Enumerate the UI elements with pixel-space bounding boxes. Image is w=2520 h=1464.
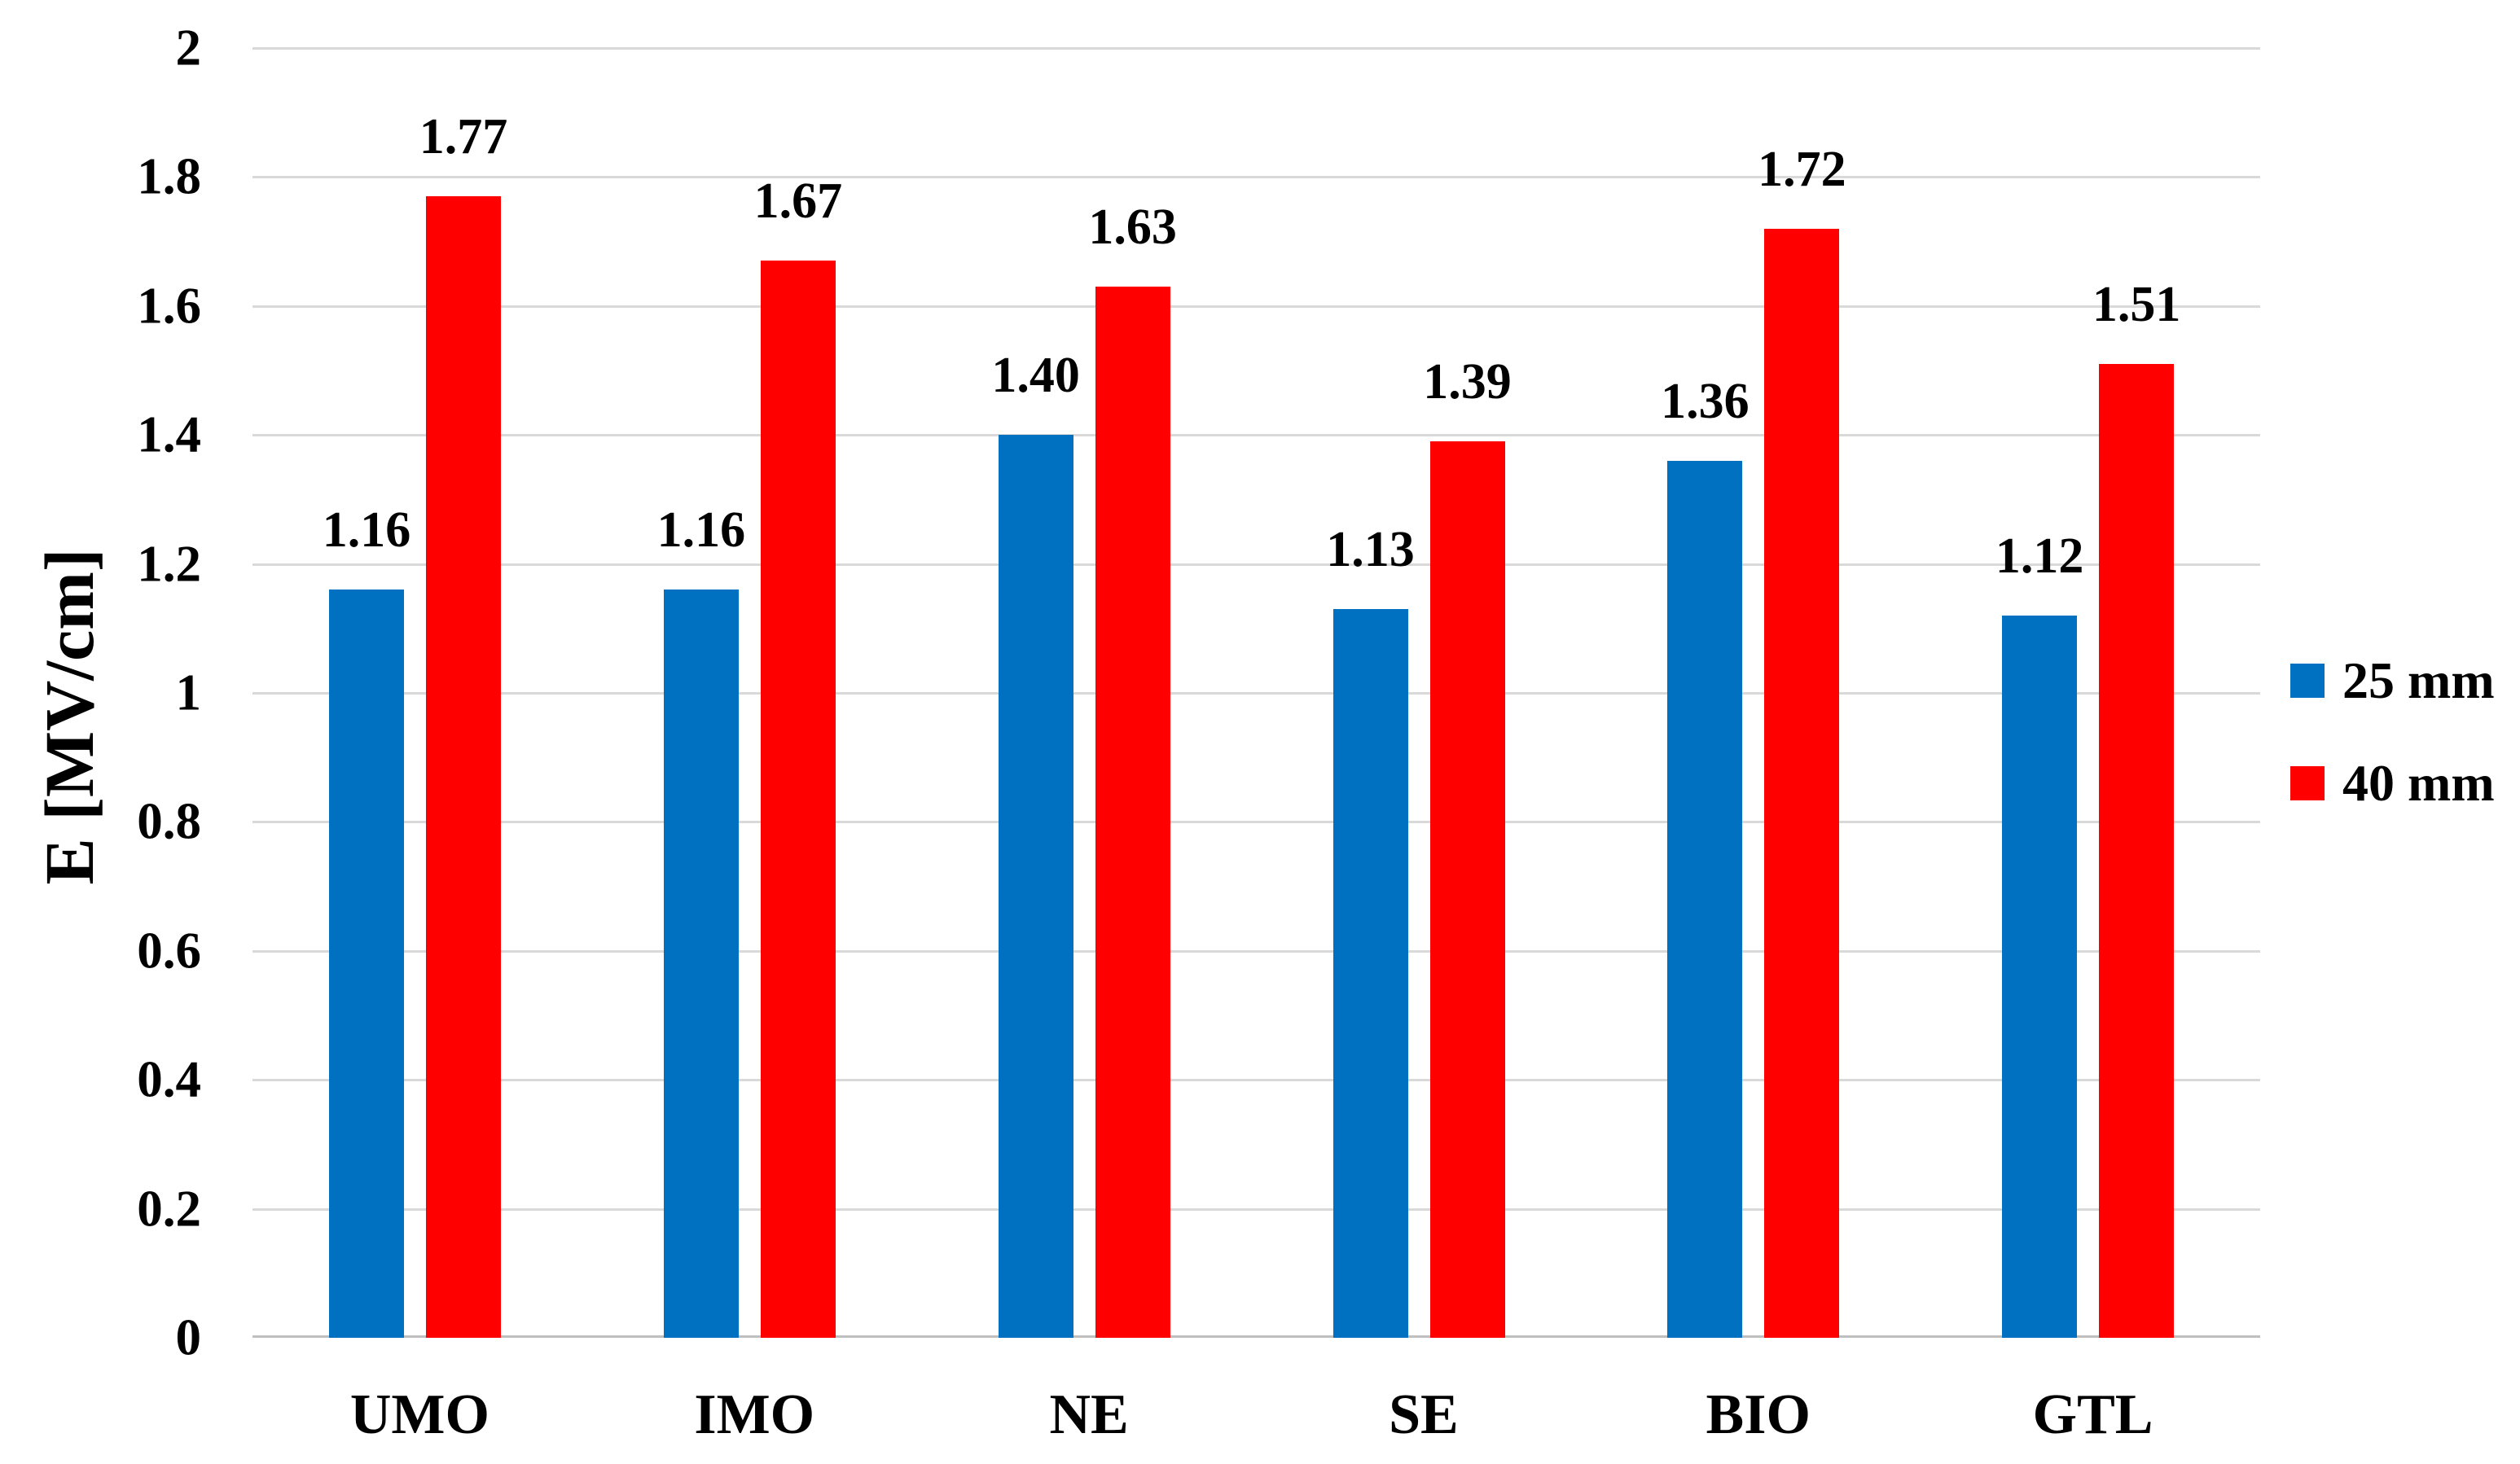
- x-tick-label-NE: NE: [1049, 1383, 1129, 1446]
- legend-item-25mm: 25 mm: [2290, 651, 2495, 709]
- data-label-40mm-GTL: 1.51: [2092, 277, 2181, 333]
- gridline: [252, 1079, 2260, 1082]
- data-label-40mm-BIO: 1.72: [1758, 141, 1846, 197]
- gridline: [252, 47, 2260, 50]
- data-label-40mm-IMO: 1.67: [753, 173, 843, 230]
- legend-swatch-icon: [2290, 766, 2325, 800]
- y-tick-label: 0: [175, 1308, 202, 1366]
- bar-40mm-GTL: [2099, 364, 2175, 1338]
- x-tick-label-BIO: BIO: [1706, 1383, 1811, 1446]
- y-tick-label: 0.2: [137, 1180, 201, 1238]
- x-tick-label-IMO: IMO: [694, 1383, 815, 1446]
- data-label-25mm-GTL: 1.12: [1995, 528, 2084, 584]
- gridline: [252, 305, 2260, 308]
- y-tick-label: 1.6: [137, 277, 201, 335]
- plot-area: 1.16 1.77 1.16 1.67 1.40 1.63 1.13 1.39 1.36 1.72…: [252, 47, 2260, 1338]
- x-axis: UMO IMO NE SE BIO GTL: [252, 1387, 2260, 1452]
- gridline: [252, 949, 2260, 953]
- y-tick-label: 1: [175, 664, 202, 721]
- data-label-25mm-NE: 1.40: [991, 348, 1080, 404]
- bar-40mm-IMO: [760, 261, 836, 1338]
- data-label-25mm-SE: 1.13: [1326, 522, 1415, 578]
- y-tick-label: 1.2: [137, 535, 201, 593]
- bar-25mm-SE: [1332, 609, 1408, 1338]
- legend: 25 mm 40 mm: [2290, 655, 2495, 861]
- bar-40mm-BIO: [1764, 228, 1840, 1338]
- y-tick-label: 2: [175, 19, 202, 77]
- gridline: [252, 692, 2260, 695]
- x-axis-line: [252, 1335, 2260, 1338]
- x-tick-label-GTL: GTL: [2032, 1383, 2153, 1446]
- data-label-40mm-UMO: 1.77: [419, 109, 508, 165]
- legend-swatch-icon: [2290, 664, 2325, 698]
- gridline: [252, 434, 2260, 437]
- data-label-25mm-UMO: 1.16: [322, 502, 411, 559]
- bar-25mm-GTL: [2002, 615, 2078, 1338]
- y-axis: 2 1.8 1.6 1.4 1.2 1 0.8 0.6 0.4 0.2 0: [0, 22, 202, 1363]
- data-label-25mm-BIO: 1.36: [1661, 373, 1750, 429]
- gridline: [252, 1208, 2260, 1211]
- data-label-25mm-IMO: 1.16: [656, 502, 746, 559]
- x-tick-label-SE: SE: [1389, 1383, 1459, 1446]
- data-label-40mm-NE: 1.63: [1088, 199, 1177, 256]
- gridline: [252, 176, 2260, 179]
- y-tick-label: 1.4: [137, 405, 201, 463]
- legend-label: 40 mm: [2342, 754, 2495, 812]
- gridline: [252, 563, 2260, 566]
- bar-40mm-SE: [1429, 441, 1505, 1338]
- bar-25mm-IMO: [663, 590, 739, 1338]
- gridline: [252, 821, 2260, 824]
- y-tick-label: 1.8: [137, 147, 201, 205]
- y-tick-label: 0.8: [137, 792, 201, 850]
- legend-label: 25 mm: [2342, 651, 2495, 709]
- bar-40mm-NE: [1095, 287, 1170, 1338]
- bar-25mm-UMO: [329, 590, 404, 1338]
- bar-25mm-NE: [998, 435, 1073, 1338]
- y-tick-label: 0.6: [137, 922, 201, 980]
- data-label-40mm-SE: 1.39: [1423, 354, 1512, 410]
- y-tick-label: 0.4: [137, 1050, 201, 1108]
- bar-25mm-BIO: [1667, 460, 1743, 1338]
- x-tick-label-UMO: UMO: [349, 1383, 490, 1446]
- bar-40mm-UMO: [426, 196, 501, 1338]
- legend-item-40mm: 40 mm: [2290, 754, 2495, 812]
